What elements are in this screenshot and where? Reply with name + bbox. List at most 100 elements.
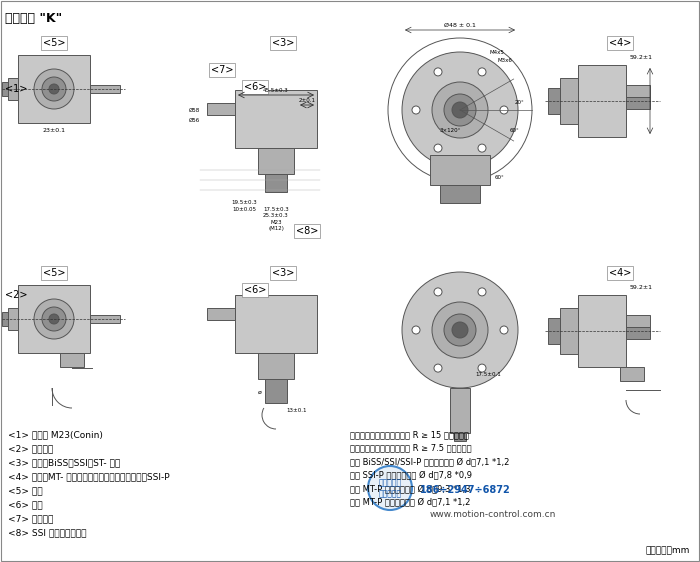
Text: 59.2±1: 59.2±1 [630,285,653,290]
Text: <6>: <6> [244,82,266,92]
Bar [560,308,578,354]
Bar [90,85,120,93]
Text: <2>: <2> [5,290,27,300]
Text: 60°: 60° [510,128,519,133]
Text: 45.5±0.3: 45.5±0.3 [263,88,289,93]
Circle shape [412,106,420,114]
Text: 使用 SSI-P 接口时的电缆 Ø d：7,8 *0,9: 使用 SSI-P 接口时的电缆 Ø d：7,8 *0,9 [350,470,472,479]
Circle shape [34,69,74,109]
Circle shape [49,84,59,94]
Bar [207,103,235,115]
Text: www.motion-control.com.cn: www.motion-control.com.cn [430,510,556,519]
Text: <6>: <6> [244,285,266,295]
Circle shape [42,77,66,101]
Text: Ø56: Ø56 [189,117,200,123]
Bar [265,379,287,403]
Circle shape [444,314,476,346]
Bar [626,327,650,339]
Bar [207,308,235,320]
Bar [548,318,560,344]
Circle shape [478,68,486,76]
Bar [258,148,294,174]
Text: <3>: <3> [272,268,294,278]
Circle shape [412,326,420,334]
Circle shape [478,288,486,296]
Text: (M12): (M12) [268,226,284,231]
Bar [626,85,650,97]
Text: <7> 二者选一: <7> 二者选一 [8,514,53,523]
Text: 夹紧法兰 "K": 夹紧法兰 "K" [5,12,62,25]
Circle shape [434,364,442,372]
Text: 自动化传动: 自动化传动 [379,490,402,498]
Text: <5>: <5> [43,268,65,278]
Text: 2±0.1: 2±0.1 [298,98,316,103]
Text: <4> 接口：MT- 并行（仅适用电缆）、现场总线、SSI-P: <4> 接口：MT- 并行（仅适用电缆）、现场总线、SSI-P [8,472,169,481]
Text: 尺寸单位：mm: 尺寸单位：mm [645,546,690,555]
Circle shape [34,299,74,339]
Text: 186÷2947÷6872: 186÷2947÷6872 [420,485,511,495]
Text: 使用 MT-P 接口时的电缆 Ø d：7,1 *1,2: 使用 MT-P 接口时的电缆 Ø d：7,1 *1,2 [350,497,470,506]
Bar [235,90,317,148]
Text: ø: ø [258,390,262,395]
Bar [8,308,18,330]
Circle shape [402,52,518,168]
Circle shape [388,38,532,182]
Text: <6> 径向: <6> 径向 [8,500,43,509]
Text: 13±0.1: 13±0.1 [286,408,307,413]
Bar [454,433,466,441]
Circle shape [432,302,488,358]
Text: 3×120°: 3×120° [440,128,461,133]
Bar [18,55,90,123]
Circle shape [500,326,508,334]
Text: 25.3±0.3: 25.3±0.3 [263,213,289,218]
Text: 17.5±0.3: 17.5±0.3 [263,207,289,212]
Bar [620,367,644,381]
Text: M3x6: M3x6 [498,57,513,62]
Circle shape [478,144,486,152]
Text: 19.5±0.3: 19.5±0.3 [231,200,257,205]
Text: <3>: <3> [272,38,294,48]
Text: <8> SSI 可选括号内的值: <8> SSI 可选括号内的值 [8,528,87,537]
Circle shape [49,314,59,324]
Text: M23: M23 [270,220,282,225]
Bar [258,353,294,379]
Bar [626,315,650,327]
Circle shape [478,364,486,372]
Text: 使用 BiSS/SSI/SSI-P 接口时的电缆 Ø d：7,1 *1,2: 使用 BiSS/SSI/SSI-P 接口时的电缆 Ø d：7,1 *1,2 [350,457,510,466]
Circle shape [368,466,412,510]
Text: Ø48 ± 0.1: Ø48 ± 0.1 [444,23,476,28]
Bar [2,312,8,326]
Bar [235,295,317,353]
Text: 23±0.1: 23±0.1 [43,128,66,133]
Text: 17.5±0.1: 17.5±0.1 [475,373,500,378]
Bar [265,174,287,192]
Bar [8,78,18,100]
Text: <7>: <7> [211,65,233,75]
Text: 59.2±1: 59.2±1 [630,55,653,60]
Circle shape [452,102,468,118]
Text: 使用 MT-P 接口时的电缆 Ø d：9,3 *1,3: 使用 MT-P 接口时的电缆 Ø d：9,3 *1,3 [350,484,470,493]
Text: <4>: <4> [609,268,631,278]
Bar [430,155,490,185]
Text: <2> 连接电缆: <2> 连接电缆 [8,444,53,453]
Text: <4>: <4> [609,38,631,48]
Text: 固定安装时的电缆弯曲半径 R ≥ 7.5 倍电缆直径: 固定安装时的电缆弯曲半径 R ≥ 7.5 倍电缆直径 [350,443,472,452]
Circle shape [452,322,468,338]
Circle shape [434,144,442,152]
Text: 10±0.05: 10±0.05 [232,207,256,212]
Bar [560,78,578,124]
Text: M4x5: M4x5 [490,49,505,55]
Bar [2,82,8,96]
Text: <1>: <1> [5,84,27,94]
Text: <5> 轴向: <5> 轴向 [8,486,43,495]
Circle shape [402,272,518,388]
Circle shape [42,307,66,331]
Bar [440,185,480,203]
Bar [578,65,626,137]
Circle shape [444,94,476,126]
Text: 20°: 20° [515,100,525,105]
Text: <5>: <5> [43,38,65,48]
Bar [450,388,470,433]
Bar [90,315,120,323]
Text: <3> 接口：BiSS、SSI、ST- 并行: <3> 接口：BiSS、SSI、ST- 并行 [8,458,120,467]
